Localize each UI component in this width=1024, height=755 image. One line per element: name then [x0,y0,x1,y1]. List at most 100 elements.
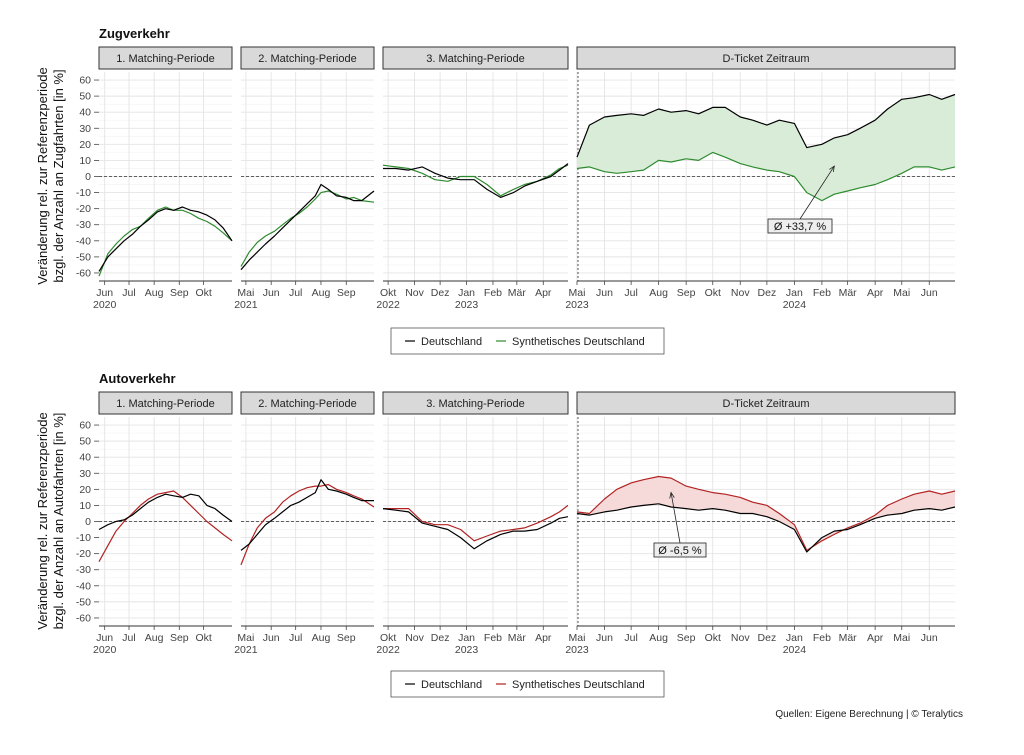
x-tick-label: Mär [508,632,527,644]
x-tick-label: Jun [921,287,938,299]
annotation-arrowhead [829,165,835,173]
legend-auto: Deutschland Synthetisches Deutschland [390,670,665,698]
x-tick-label: Sep [677,287,696,299]
annotation-label: Ø -6,5 % [658,545,702,557]
facet-strip [382,391,569,415]
x-tick-label: Feb [813,287,831,299]
x-tick-label: Mai [893,287,910,299]
legend-label-actual-auto: Deutschland [421,679,482,691]
facet-strip [240,391,375,415]
x-tick-label: Jul [289,287,302,299]
x-tick-label: Okt [380,632,396,644]
x-tick-label: Feb [484,287,502,299]
x-tick-label: Jun [96,632,113,644]
x-tick-label: Jul [624,632,637,644]
x-tick-label: Jul [122,632,135,644]
facet-strip-label: 1. Matching-Periode [116,53,214,65]
y-tick-label: -20 [76,203,91,215]
x-tick-label: Sep [677,632,696,644]
x-tick-label: Nov [405,287,424,299]
y-tick-label: -10 [76,532,91,544]
facet-strip [98,391,233,415]
x-tick-label: Jun [263,287,280,299]
y-tick-label: -10 [76,187,91,199]
x-tick-label: Dez [431,632,450,644]
y-tick-label: -60 [76,267,91,279]
y-tick-label: -60 [76,612,91,624]
y-tick-label: 50 [79,436,91,448]
annotation-arrow [799,165,835,220]
x-tick-label: Mai [569,287,586,299]
chart-title-zug: Zugverkehr [99,26,170,41]
series-line-deutschland [240,479,374,551]
legend-label-actual-zug: Deutschland [421,336,482,348]
x-tick-label: Jan [458,287,475,299]
x-tick-label: Dez [758,632,777,644]
x-tick-label: Mär [508,287,527,299]
series-line-deutschland [383,163,569,198]
y-tick-label: -20 [76,548,91,560]
source-note: Quellen: Eigene Berechnung | © Teralytic… [775,709,963,720]
x-tick-label: Aug [649,287,668,299]
legend-box-auto [390,670,665,698]
x-tick-label: Jul [122,287,135,299]
y-tick-label: 0 [85,516,91,528]
x-tick-label: Mai [569,632,586,644]
series-line-synthetic [576,151,956,202]
series-line-synthetic [98,206,233,277]
annotation-box [653,542,707,558]
x-tick-label: Jul [624,287,637,299]
x-tick-label: Jun [596,287,613,299]
y-tick-label: 60 [79,75,91,87]
x-tick-label: Mai [237,632,254,644]
x-tick-label: Mai [893,632,910,644]
y-tick-label: 10 [79,155,91,167]
x-tick-label: Mai [237,287,254,299]
series-line-deutschland [576,503,956,553]
chart-title-auto: Autoverkehr [99,371,176,386]
x-tick-label: Aug [145,287,164,299]
x-tick-label: Aug [649,632,668,644]
y-tick-label: -50 [76,596,91,608]
series-line-synthetic [383,504,569,542]
x-tick-year-label: 2023 [455,644,479,656]
y-tick-label: 20 [79,484,91,496]
legend-zug: Deutschland Synthetisches Deutschland [390,327,665,355]
facet-strip-label: D-Ticket Zeitraum [723,53,810,65]
x-tick-label: Jun [596,632,613,644]
y-tick-label: -50 [76,251,91,263]
y-tick-label: -30 [76,219,91,231]
x-tick-label: Okt [380,287,396,299]
series-line-deutschland [576,93,956,158]
x-tick-label: Aug [312,287,331,299]
y-tick-label: -30 [76,564,91,576]
facet-strip-label: 2. Matching-Periode [258,53,356,65]
annotation-arrow [670,492,681,544]
x-tick-label: Jun [96,287,113,299]
annotation-label: Ø +33,7 % [774,221,827,233]
chart-zugverkehr: 60 50 40 30 20 10 0 -10 -20 -30 -40 -50 -60 1. Matchi… [76,46,956,311]
x-tick-label: Sep [337,287,356,299]
x-tick-label: Jun [921,632,938,644]
y-tick-label: 40 [79,452,91,464]
y-tick-label: 50 [79,91,91,103]
x-tick-label: Jan [786,632,803,644]
x-tick-label: Jun [263,632,280,644]
x-tick-year-label: 2021 [234,299,258,311]
x-tick-label: Jan [458,632,475,644]
x-tick-label: Okt [195,287,211,299]
x-tick-label: Feb [813,632,831,644]
ylabel-auto-line1: Veränderung rel. zur Referenzperiode [35,412,50,630]
x-tick-label: Aug [145,632,164,644]
facet-strip-label: 3. Matching-Periode [426,53,524,65]
x-tick-label: Mär [839,287,858,299]
y-tick-label: -40 [76,580,91,592]
series-line-deutschland [382,508,569,550]
y-tick-label: 30 [79,123,91,135]
x-tick-label: Okt [705,632,721,644]
x-tick-year-label: 2023 [455,299,479,311]
ylabel-auto-line2: bzgl. der Anzahl an Autofahrten [in %] [51,413,66,630]
ylabel-zug-line1: Veränderung rel. zur Referenzperiode [35,67,50,285]
x-tick-label: Sep [170,287,189,299]
